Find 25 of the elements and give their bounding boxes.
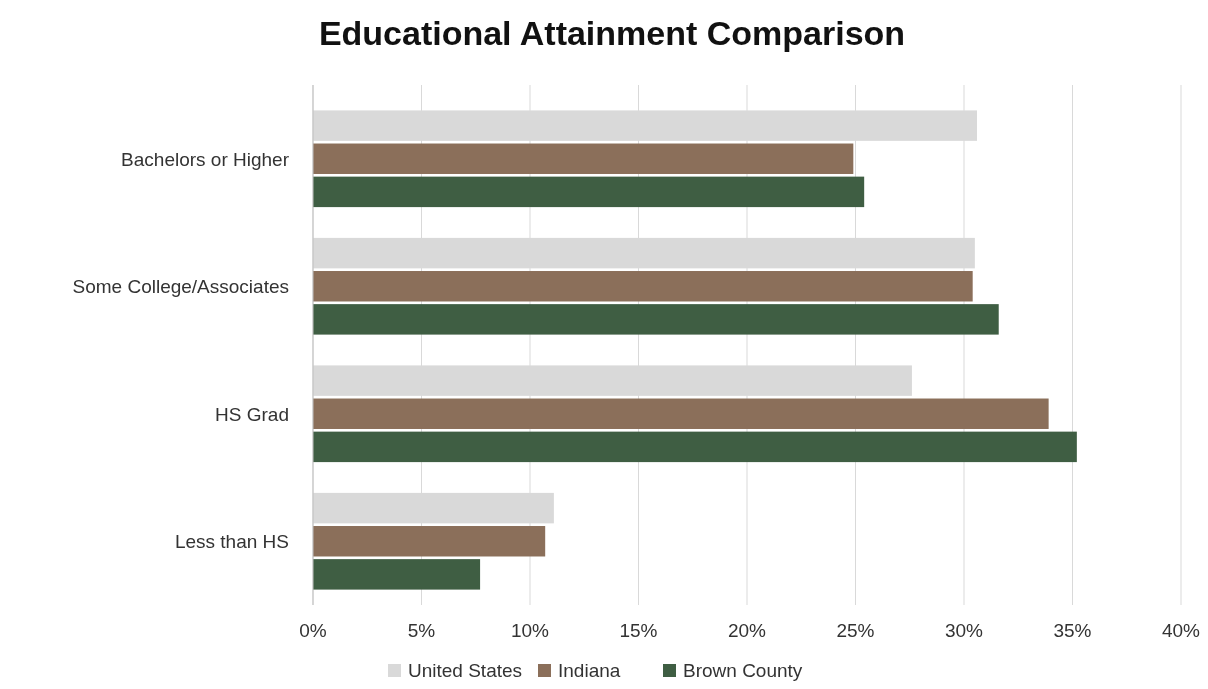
legend-label: Brown County (683, 660, 803, 681)
bar (313, 398, 1049, 429)
y-tick-label: HS Grad (215, 403, 289, 425)
chart-title: Educational Attainment Comparison (318, 14, 906, 52)
bar (313, 304, 999, 335)
legend-label: United States (408, 660, 523, 681)
x-tick-label: 25% (836, 620, 875, 641)
x-tick-label: 30% (944, 620, 984, 641)
x-tick-label: 35% (1053, 620, 1092, 641)
x-tick-label: 15% (619, 620, 658, 641)
x-tick-label: 0% (299, 620, 327, 641)
x-tick-label: 10% (510, 620, 550, 641)
x-tick-label: 20% (727, 620, 767, 641)
bar (313, 431, 1077, 463)
bar (313, 559, 481, 590)
y-tick-label: Less than HS (174, 531, 289, 553)
bar (313, 271, 973, 302)
bar (313, 143, 854, 174)
x-tick-label: 5% (407, 620, 436, 641)
bar (313, 526, 546, 557)
y-tick-label: Bachelors or Higher (121, 148, 290, 170)
bar (313, 176, 865, 208)
x-tick-label: 40% (1161, 620, 1201, 641)
y-tick-label: Some College/Associates (72, 276, 289, 298)
legend-label: Indiana (558, 660, 621, 681)
